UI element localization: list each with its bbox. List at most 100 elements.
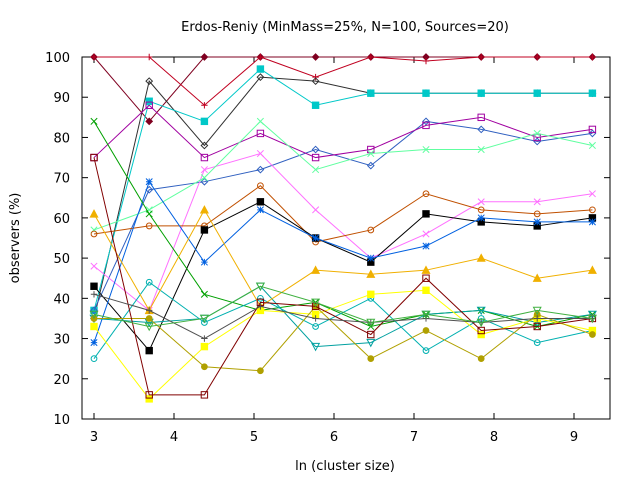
data-point	[367, 149, 375, 158]
data-point	[256, 165, 265, 174]
data-point	[312, 315, 319, 322]
x-axis-label: ln (cluster size)	[295, 459, 395, 474]
x-tick-label: 9	[570, 430, 578, 445]
data-point	[366, 161, 375, 170]
y-tick-label: 60	[53, 212, 70, 227]
series-line	[93, 180, 593, 343]
data-point	[90, 306, 98, 315]
x-tick-label: 5	[250, 430, 258, 445]
x-tick-label: 7	[410, 430, 418, 445]
data-point	[90, 291, 98, 298]
data-point	[311, 302, 320, 311]
series-layer	[89, 53, 597, 403]
data-point	[256, 129, 265, 138]
data-point	[146, 307, 153, 314]
data-point	[477, 355, 485, 363]
data-point	[422, 242, 430, 250]
y-axis-label: observers (%)	[8, 193, 23, 284]
x-tick-label: 8	[490, 430, 498, 445]
data-point	[533, 339, 541, 346]
chart-title: Erdos-Reniy (MinMass=25%, N=100, Sources…	[181, 20, 509, 35]
series-5	[90, 117, 597, 315]
data-point	[476, 253, 486, 262]
data-point	[199, 205, 209, 214]
series-line	[94, 56, 593, 106]
data-point	[257, 367, 264, 375]
data-point	[532, 273, 542, 282]
data-point	[90, 355, 98, 363]
data-point	[256, 198, 265, 206]
data-point	[90, 322, 98, 331]
data-point	[311, 265, 321, 274]
data-point	[366, 318, 376, 328]
data-point	[588, 310, 596, 318]
data-point	[201, 335, 208, 342]
series-7	[90, 149, 596, 314]
series-line	[93, 185, 593, 243]
data-point	[200, 141, 209, 150]
data-point	[477, 206, 485, 214]
data-point	[477, 89, 485, 97]
data-point	[366, 269, 376, 278]
data-point	[257, 294, 264, 302]
y-tick-label: 40	[53, 292, 70, 307]
series-line	[93, 208, 593, 312]
data-point	[477, 330, 485, 339]
series-3	[90, 73, 597, 323]
y-tick-label: 50	[53, 252, 70, 267]
data-point	[477, 145, 485, 154]
data-point	[200, 166, 208, 174]
data-point	[587, 265, 597, 274]
series-line	[93, 120, 593, 311]
data-point	[422, 121, 430, 130]
x-tick-label: 4	[170, 430, 178, 445]
data-point	[422, 89, 430, 97]
data-point	[89, 209, 99, 218]
data-point	[145, 222, 153, 230]
data-point	[145, 117, 154, 126]
data-point	[145, 210, 153, 218]
series-line	[94, 305, 593, 372]
data-point	[200, 53, 209, 61]
series-line	[93, 289, 593, 400]
data-point	[533, 129, 541, 137]
data-point	[311, 298, 321, 308]
data-point	[477, 125, 486, 134]
data-point	[367, 89, 375, 97]
data-point	[255, 282, 265, 292]
data-point	[200, 258, 208, 266]
data-point	[256, 117, 264, 125]
data-point	[588, 89, 597, 97]
series-10	[90, 198, 597, 355]
data-point	[146, 53, 153, 61]
data-point	[201, 363, 208, 371]
data-point	[534, 315, 541, 322]
data-point	[422, 57, 430, 65]
data-point	[90, 117, 98, 125]
data-point	[476, 306, 486, 316]
data-point	[534, 53, 541, 61]
y-tick-label: 90	[53, 91, 70, 106]
data-point	[477, 326, 485, 335]
data-point	[588, 190, 596, 198]
data-point	[200, 226, 209, 234]
series-9	[90, 182, 596, 246]
series-line	[93, 152, 593, 312]
data-point	[588, 141, 596, 150]
data-point	[367, 53, 374, 61]
series-8	[90, 117, 596, 234]
data-point	[589, 53, 596, 61]
data-point	[90, 262, 98, 270]
data-point	[256, 65, 265, 73]
data-point	[312, 234, 320, 242]
data-point	[589, 206, 596, 214]
data-point	[90, 306, 98, 315]
data-point	[476, 318, 486, 328]
data-point	[422, 190, 430, 198]
data-point	[200, 290, 208, 298]
series-20	[89, 282, 597, 332]
data-point	[312, 166, 320, 174]
data-point	[90, 230, 98, 238]
data-point	[257, 53, 264, 61]
series-line	[93, 285, 593, 348]
